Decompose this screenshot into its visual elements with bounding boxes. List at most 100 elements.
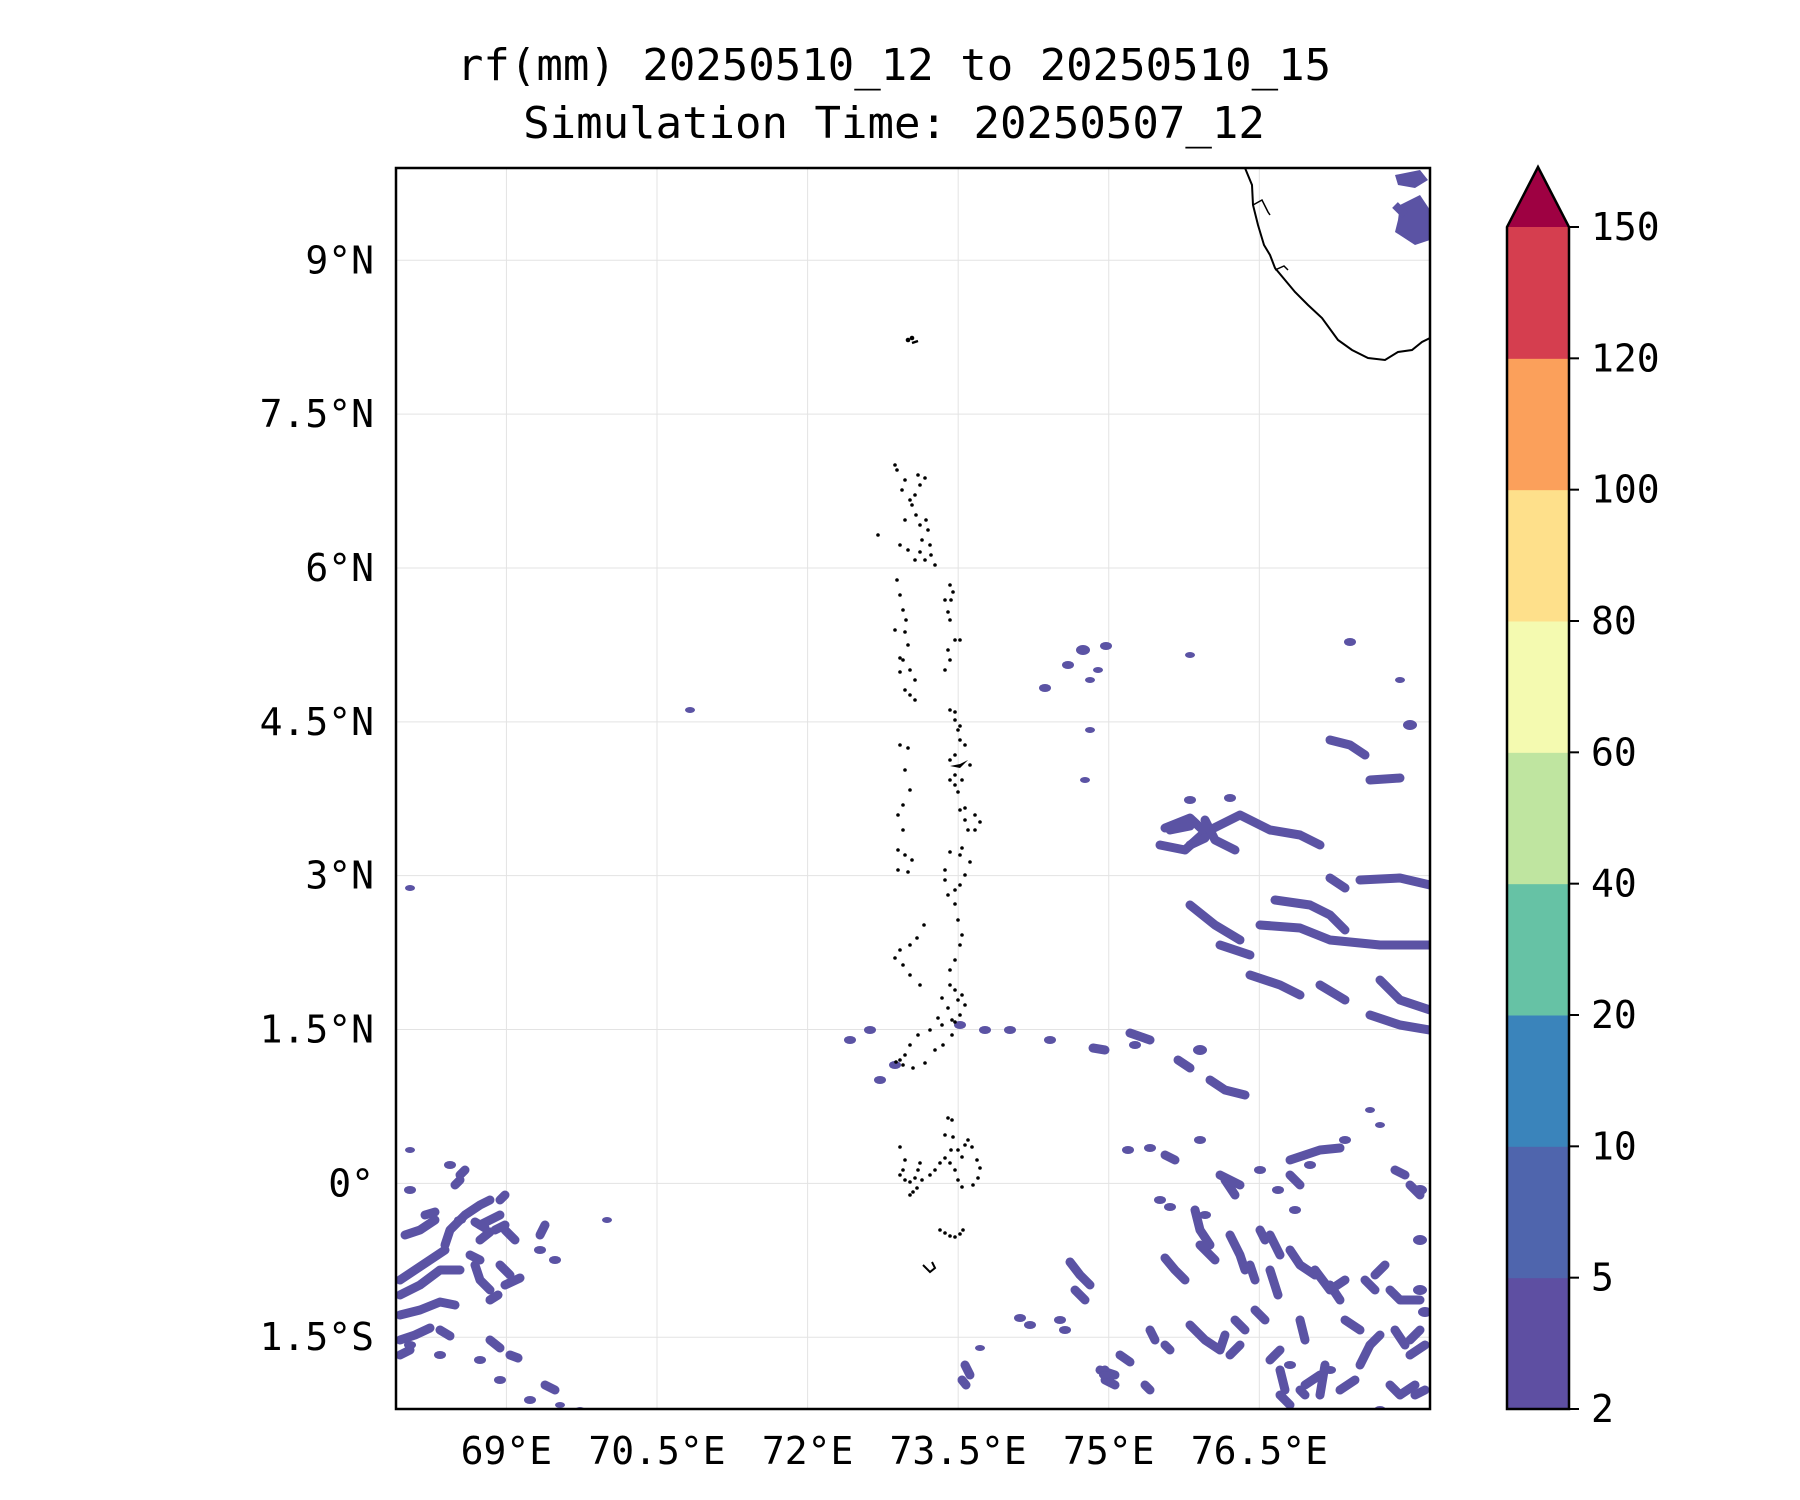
y-tick-label: 6°N <box>305 546 374 590</box>
rain-cell <box>1272 1186 1284 1194</box>
island <box>911 339 919 345</box>
island <box>963 1003 967 1007</box>
rain-patch <box>1340 1315 1365 1335</box>
rain-patch <box>1325 1280 1345 1305</box>
rain-patch <box>1355 1340 1375 1370</box>
rain-cell <box>1054 1316 1066 1324</box>
rain-cell <box>1403 720 1417 730</box>
rain-patch <box>960 1360 975 1380</box>
rain-cell <box>1062 661 1074 669</box>
island <box>913 678 917 682</box>
island <box>968 860 972 864</box>
rain-cell <box>1193 1045 1207 1055</box>
island <box>926 528 930 532</box>
island <box>943 1133 947 1137</box>
y-tick-label: 1.5°N <box>260 1008 374 1052</box>
island <box>895 578 899 582</box>
island <box>946 1116 950 1120</box>
rain-patch <box>1410 1385 1430 1400</box>
island <box>894 1060 898 1064</box>
island <box>958 738 962 742</box>
rain-cell <box>1339 1136 1351 1144</box>
rain-patch <box>485 1290 503 1305</box>
y-tick-label: 4.5°N <box>260 700 374 744</box>
island <box>948 1161 952 1165</box>
rain-patch <box>1365 773 1405 785</box>
rain-patch <box>1285 1143 1345 1165</box>
island <box>929 553 933 557</box>
island <box>936 1016 940 1020</box>
colorbar-tick-label: 10 <box>1591 1124 1637 1168</box>
rain-patch <box>1115 1350 1135 1367</box>
island <box>906 548 910 552</box>
island <box>958 943 962 947</box>
rain-cell <box>549 1256 561 1264</box>
rain-patch <box>1355 873 1430 890</box>
rain-patch <box>1275 1365 1290 1395</box>
colorbar-outline <box>1505 164 1571 1411</box>
coastline-detail <box>1274 265 1289 271</box>
island <box>910 858 914 862</box>
island <box>953 902 957 906</box>
island <box>973 813 977 817</box>
rain-cell <box>1059 1326 1071 1334</box>
island <box>940 996 944 1000</box>
island <box>915 936 919 940</box>
island <box>906 643 910 647</box>
island <box>975 1158 979 1162</box>
rain-cell <box>405 1147 415 1153</box>
rain-cell <box>1144 1144 1156 1152</box>
rain-patch <box>1173 1055 1195 1073</box>
island <box>946 1006 950 1010</box>
island <box>908 693 912 697</box>
rain-cell <box>494 1376 506 1384</box>
island <box>940 1023 944 1027</box>
island <box>958 1013 962 1017</box>
colorbar: 2 5 10 20 40 60 80 100 120 150 <box>1505 164 1660 1431</box>
rain-patch <box>475 1227 495 1245</box>
rain-cell <box>1039 684 1051 692</box>
island <box>913 558 917 562</box>
rain-patch <box>1370 1260 1390 1280</box>
rain-patch <box>465 1250 485 1265</box>
rain-cell <box>1289 1206 1301 1214</box>
colorbar-segment <box>1507 1146 1569 1279</box>
island <box>963 743 967 747</box>
y-tick-label: 0° <box>328 1161 374 1205</box>
island <box>923 476 927 480</box>
map-subtitle: Simulation Time: 20250507_12 <box>523 98 1265 149</box>
rain-patch <box>1185 900 1245 945</box>
island <box>963 873 967 877</box>
rain-cell <box>404 1186 416 1194</box>
rain-patch <box>1160 1253 1190 1285</box>
island <box>898 543 902 547</box>
island <box>943 878 947 882</box>
island <box>923 558 927 562</box>
y-tick-label: 1.5°S <box>260 1315 374 1359</box>
rain-cell <box>524 1396 536 1404</box>
rain-patch <box>495 1190 510 1205</box>
rain-cell <box>1284 1361 1296 1369</box>
map-title: rf(mm) 20250510_12 to 20250510_15 <box>456 40 1332 91</box>
x-tick-label: 72°E <box>762 1429 854 1473</box>
map-frame <box>394 166 1432 1411</box>
island <box>933 1048 937 1052</box>
island <box>909 335 915 341</box>
map-gridlines <box>396 168 1430 1409</box>
rain-patch <box>470 1217 490 1233</box>
rain-patch <box>1230 1315 1250 1335</box>
colorbar-tick-label: 150 <box>1591 205 1660 249</box>
rain-patch <box>1088 1043 1110 1055</box>
island <box>928 543 932 547</box>
island <box>906 870 910 874</box>
island <box>908 668 912 672</box>
rain-cell <box>1395 677 1405 683</box>
rain-patch <box>1325 873 1350 893</box>
rain-cell <box>1413 1285 1427 1295</box>
island <box>923 1061 927 1065</box>
rain-cell <box>954 1021 966 1029</box>
x-tick-label: 76.5°E <box>1191 1429 1328 1473</box>
rain-cell <box>405 885 415 891</box>
island <box>918 523 922 527</box>
rain-cell <box>1418 1307 1430 1317</box>
